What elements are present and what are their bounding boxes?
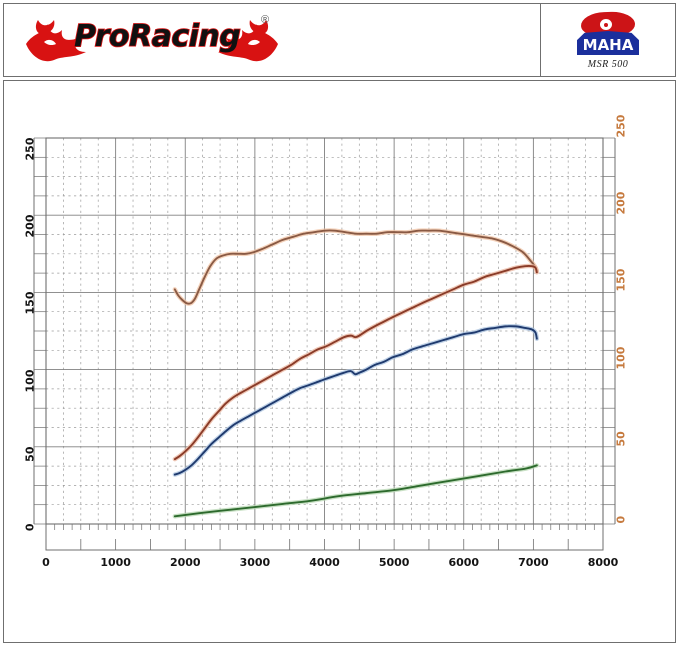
dyno-chart: 0 1000 2000 3000 4000 5000 6000 7000 8000 0 50 100 1… [4,81,675,642]
maha-logo: MAHA [577,11,639,56]
x-axis-tick-label: 4000 [309,556,340,569]
x-axis-tick-label: 2000 [169,556,201,569]
brand-logo-cell: ProRacing ® [4,4,540,76]
x-axis-tick-label: 5000 [378,556,410,569]
flame-right-icon [218,20,278,62]
x-axis-tick-label: 3000 [239,556,271,569]
proracing-wordmark: ProRacing [73,18,241,55]
y-axis-left-tick-label: 0 [23,523,37,532]
y-axis-right-tick-label: 250 [614,114,628,138]
y-axis-right-tick-label: 50 [614,430,628,447]
registered-trademark-icon: ® [261,14,270,26]
y-axis-left-tick-label: 50 [23,446,37,462]
maha-pupil-icon [600,19,612,30]
y-axis-right-tick-label: 0 [614,515,628,524]
x-axis-tick-label: 0 [42,556,50,569]
chart-plot-area [33,137,616,551]
device-model-label: MSR 500 [587,59,629,70]
y-axis-left-tick-label: 150 [23,291,37,315]
x-axis-tick-label: 6000 [448,556,480,569]
y-axis-left-tick-label: 200 [23,214,37,238]
x-axis-tick-label: 7000 [518,556,549,569]
y-axis-right-tick-label: 200 [614,191,628,215]
y-axis-right-tick-label: 100 [614,346,628,370]
x-axis-tick-label: 1000 [100,556,131,569]
chart-panel: 0 1000 2000 3000 4000 5000 6000 7000 8000 0 50 100 1… [3,80,676,643]
y-axis-right-tick-label: 150 [614,268,628,292]
x-axis-tick-label: 8000 [587,556,619,569]
report-header: ProRacing ® MAHA MSR 500 [3,3,676,77]
flame-left-icon [26,20,86,62]
maha-wordmark: MAHA [577,31,639,55]
y-axis-left-tick-label: 100 [23,369,37,393]
proracing-logo: ProRacing ® [22,10,282,70]
device-logo-cell: MAHA MSR 500 [540,4,675,76]
y-axis-left-tick-label: 250 [23,137,37,161]
